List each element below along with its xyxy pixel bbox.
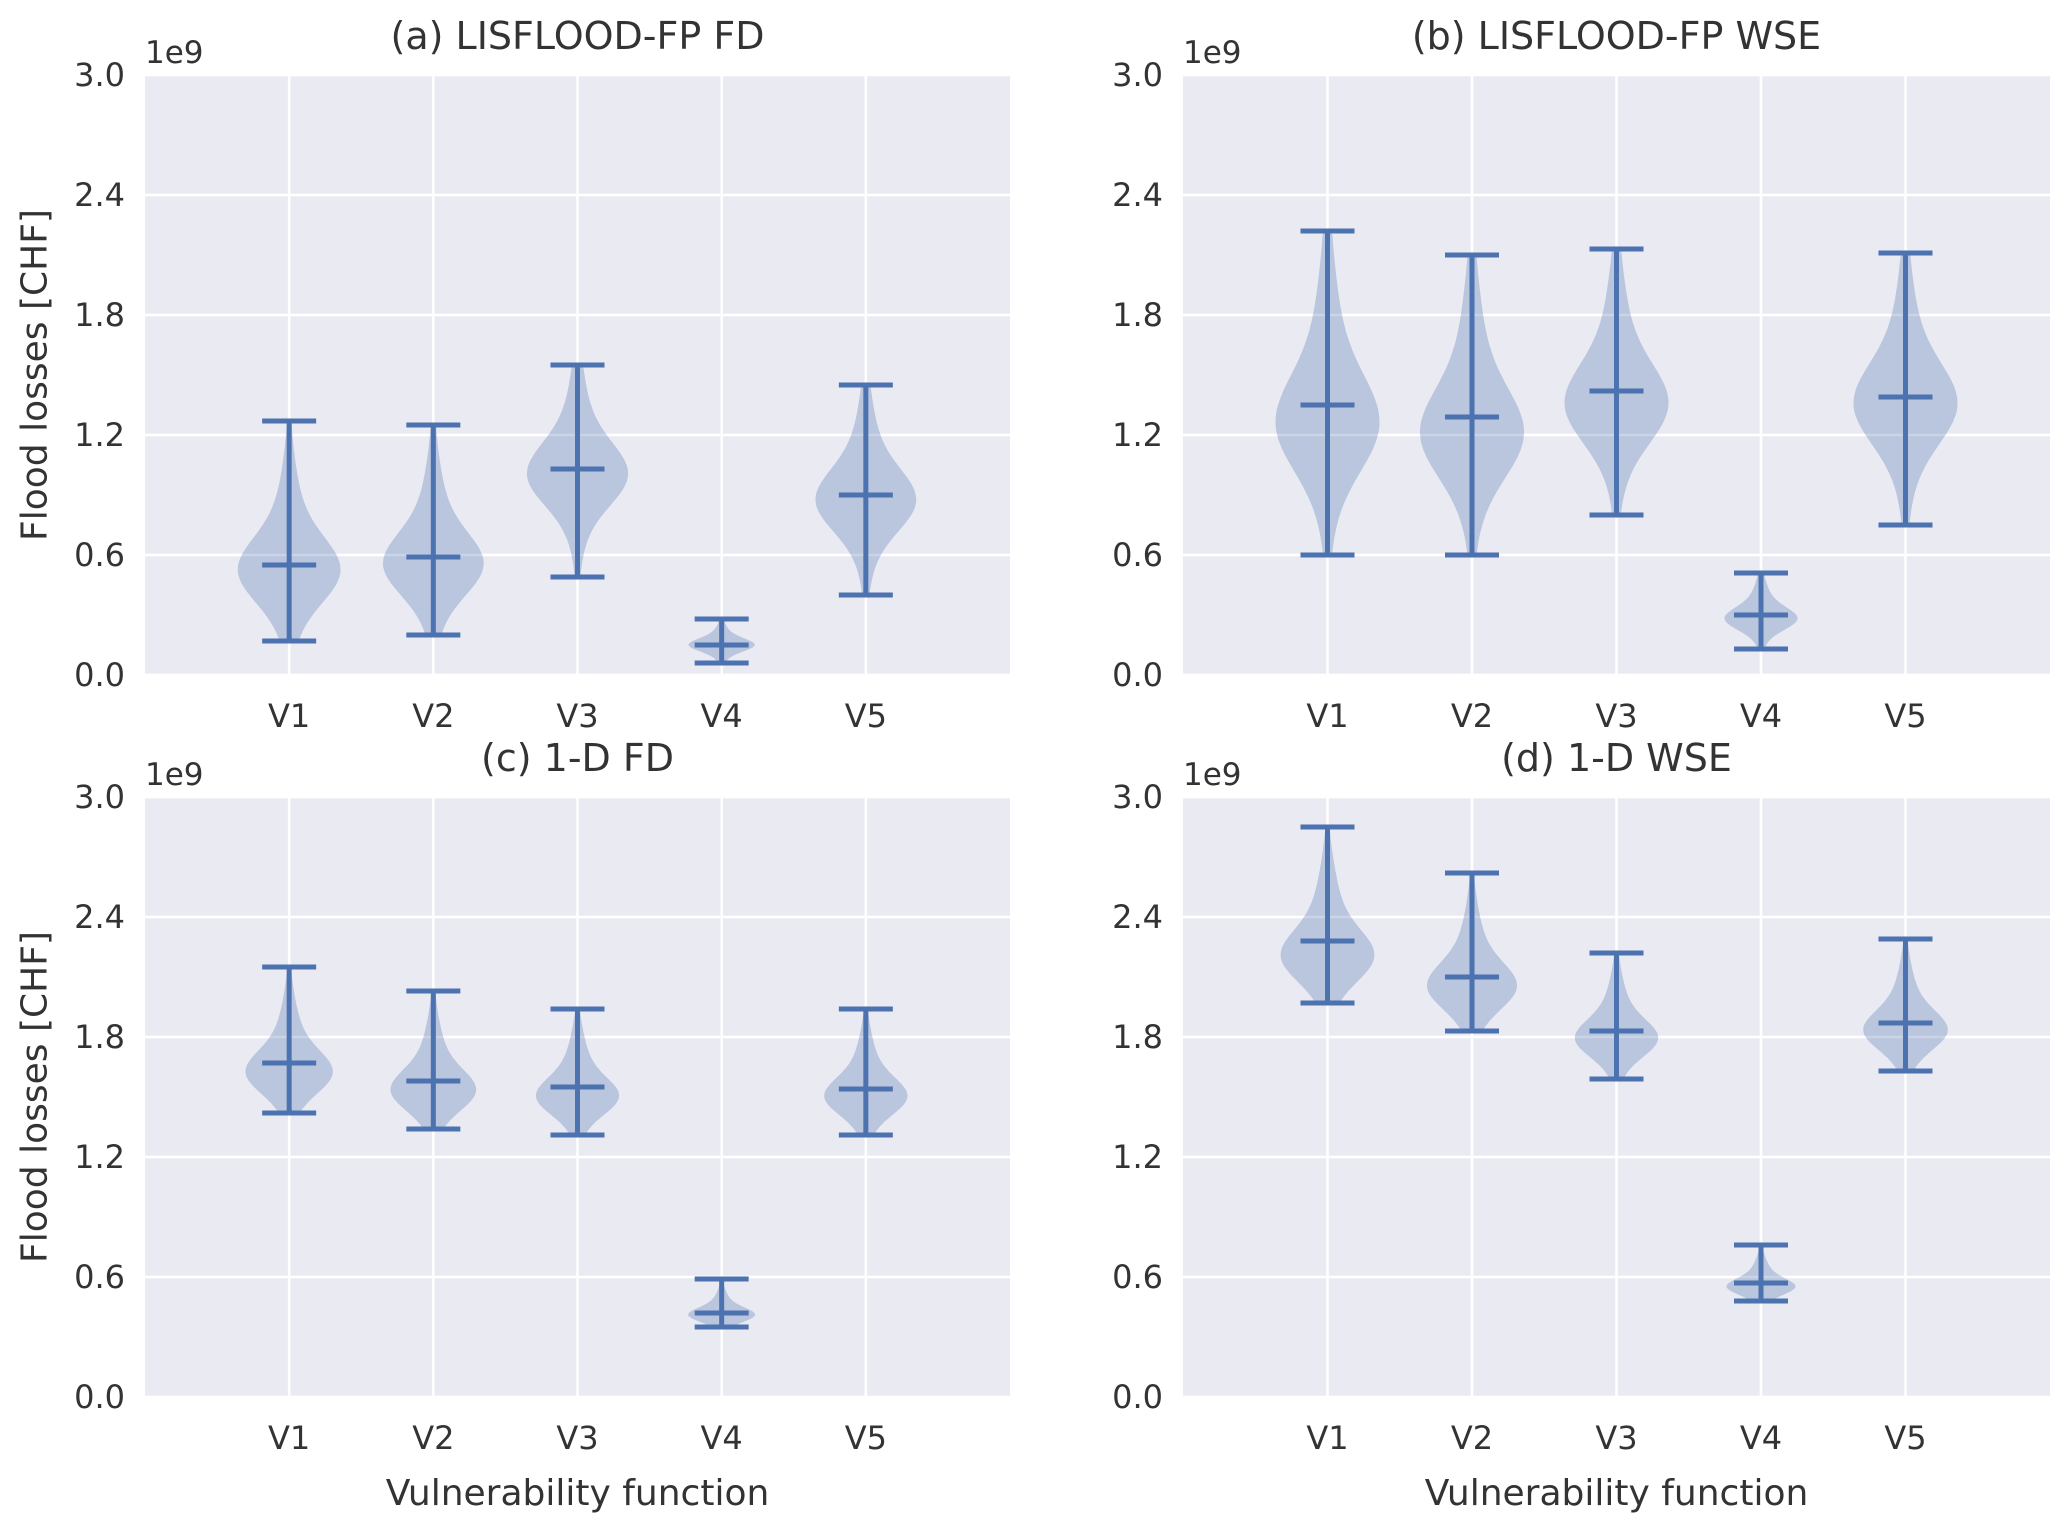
subplot-a: 0.0 0.6 1.2 1.8 2.4 3.0 V1 V2 V3 V4 V5 1e9 (a) LISFL… [15,14,1010,735]
x-tick-label: V3 [556,1419,598,1457]
y-tick-label: 2.4 [1112,176,1163,214]
y-tick-label: 1.2 [74,1138,125,1176]
y-tick-label: 3.0 [74,56,125,94]
x-tick-label: V4 [701,697,743,735]
y-tick-label: 0.0 [74,1378,125,1416]
x-tick-label: V2 [1451,697,1493,735]
y-tick-label: 1.2 [74,416,125,454]
y-axis-label: Flood losses [CHF] [15,931,56,1263]
y-tick-label: 0.6 [74,536,125,574]
y-tick-label: 0.6 [74,1258,125,1296]
x-tick-label: V5 [1884,1419,1926,1457]
y-tick-label: 1.8 [1112,296,1163,334]
y-tick-label: 0.6 [1112,536,1163,574]
x-tick-label: V2 [412,697,454,735]
y-tick-label: 0.6 [1112,1258,1163,1296]
y-tick-label: 3.0 [1112,778,1163,816]
subplot-c: 0.0 0.6 1.2 1.8 2.4 3.0 V1 V2 V3 V4 V5 1e9 (c) 1-D F… [15,736,1010,1514]
x-tick-label: V4 [701,1419,743,1457]
subplot-title: (c) 1-D FD [481,736,674,780]
x-axis-label: Vulnerability function [386,1473,770,1514]
x-tick-label: V5 [1884,697,1926,735]
y-offset-label: 1e9 [145,35,204,71]
y-tick-label: 3.0 [1112,56,1163,94]
x-tick-label: V3 [1595,1419,1637,1457]
x-tick-label: V2 [1451,1419,1493,1457]
y-tick-label: 1.8 [1112,1018,1163,1056]
subplot-title: (d) 1-D WSE [1501,736,1732,780]
y-tick-label: 1.8 [74,296,125,334]
x-tick-label: V4 [1740,1419,1782,1457]
subplot-d: 0.0 0.6 1.2 1.8 2.4 3.0 V1 V2 V3 V4 V5 1e9 (d) 1-D W… [1112,736,2050,1514]
y-tick-label: 1.2 [1112,416,1163,454]
y-offset-label: 1e9 [1183,757,1242,793]
y-tick-label: 0.0 [1112,656,1163,694]
x-tick-label: V5 [845,1419,887,1457]
y-tick-label: 1.2 [1112,1138,1163,1176]
x-tick-label: V1 [268,1419,310,1457]
x-axis-label: Vulnerability function [1425,1473,1809,1514]
subplot-title: (b) LISFLOOD-FP WSE [1412,14,1821,58]
subplot-title: (a) LISFLOOD-FP FD [391,14,765,58]
y-tick-label: 0.0 [74,656,125,694]
x-tick-label: V5 [845,697,887,735]
y-tick-label: 0.0 [1112,1378,1163,1416]
x-tick-label: V2 [412,1419,454,1457]
x-tick-label: V1 [268,697,310,735]
y-tick-label: 1.8 [74,1018,125,1056]
x-tick-label: V1 [1306,697,1348,735]
y-axis-label: Flood losses [CHF] [15,209,56,541]
subplot-b: 0.0 0.6 1.2 1.8 2.4 3.0 V1 V2 V3 V4 V5 1e9 (b) LISFL… [1112,14,2050,735]
y-tick-label: 3.0 [74,778,125,816]
x-tick-label: V3 [1595,697,1637,735]
x-tick-label: V3 [556,697,598,735]
x-tick-label: V4 [1740,697,1782,735]
y-tick-label: 2.4 [1112,898,1163,936]
y-offset-label: 1e9 [145,757,204,793]
y-tick-label: 2.4 [74,176,125,214]
x-tick-label: V1 [1306,1419,1348,1457]
y-offset-label: 1e9 [1183,35,1242,71]
y-tick-label: 2.4 [74,898,125,936]
